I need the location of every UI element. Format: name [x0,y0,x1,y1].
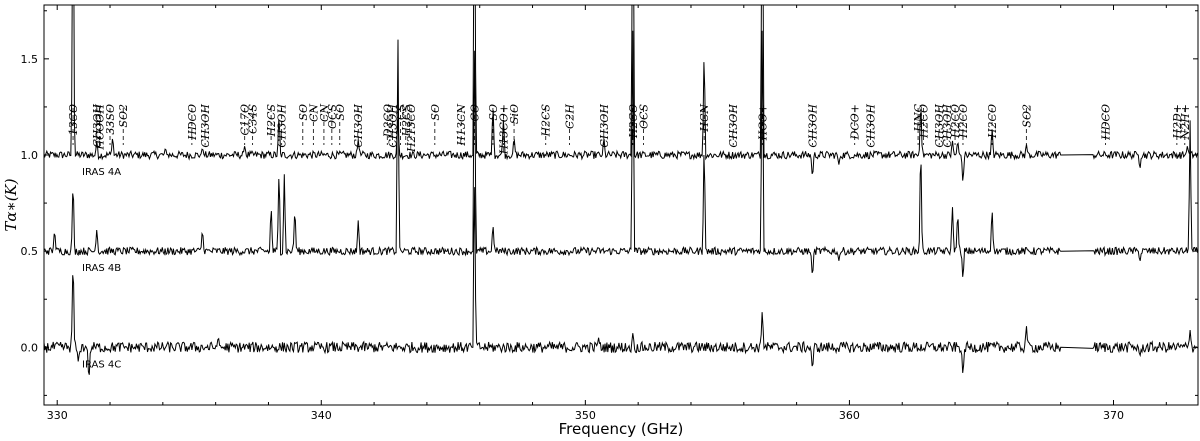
species-label: HNC [912,103,925,132]
species-label: H2D+ [1171,104,1184,140]
species-label: SO2 [1020,104,1033,128]
species-label: SO [297,104,310,121]
y-tick-label: 1.5 [21,53,39,66]
species-label: C17O [239,104,252,135]
species-label: H2CS [400,104,413,138]
species-label: H2CO [957,104,970,139]
plot-area [43,4,1199,406]
species-label: HCN [698,104,711,133]
species-label: H2CS [540,104,553,138]
species-label: CN [318,104,331,122]
species-label: HCO+ [756,104,769,141]
x-tick-label: 370 [1103,409,1124,422]
species-label: H2CO [627,104,640,139]
species-label: CH3OH [865,104,878,148]
species-label: SO [487,104,500,121]
y-axis-ticks: 0.0 0.5 1.0 1.5 [21,10,1198,396]
species-label: H13CO+ [498,104,511,155]
species-label: CN [307,104,320,122]
species-label: CS [395,104,408,120]
source-labels: IRAS 4A IRAS 4B IRAS 4C [82,167,121,370]
x-tick-label: 330 [47,409,68,422]
species-label: CH3OH [598,104,611,148]
species-label: N2H+ [1179,104,1192,140]
species-label: CH3OH [933,104,946,148]
species-label: H213CO [405,104,418,153]
y-axis-title: Tα∗(K) [2,178,20,231]
species-label: C2H [564,104,577,129]
species-label: SO [429,104,442,121]
species-label: CH3OH [199,104,212,148]
species-label: H2CS [265,104,278,138]
species-label: 33SO [104,104,117,135]
plot-frame [43,4,1199,406]
species-label: CH3OH [807,104,820,148]
species-label: SiO [508,104,521,124]
species-label: DCO+ [849,104,862,140]
x-tick-label: 350 [575,409,596,422]
species-label: CH3OH [276,104,289,148]
species-label: CH3OH [387,104,400,148]
x-tick-label: 340 [311,409,332,422]
species-label: HDCO [186,104,199,141]
species-label: H2CO [917,104,930,139]
x-tick-label: 360 [839,409,860,422]
species-label: HDCO [1100,104,1113,141]
y-tick-label: 0.5 [21,245,39,258]
species-label: C34S [247,104,260,134]
species-label: OCS [637,104,650,129]
species-label: 13CO [67,104,80,135]
spectrum-line-iras-4b [44,30,1198,277]
species-label: HCOOH [94,104,107,151]
species-label: SO [334,104,347,121]
spectrum-line-iras-4a [44,5,1198,181]
spectrum-line-iras-4c [44,187,1198,375]
species-label: CH3OH [352,104,365,148]
y-tick-label: 1.0 [21,149,39,162]
species-label: H13CN [455,104,468,147]
source-label: IRAS 4A [82,167,121,178]
spectra-lines [44,5,1198,375]
species-label: H2CO [949,104,962,139]
species-label: CH3OH [727,104,740,148]
species-label: SO2 [117,104,130,128]
x-axis-ticks: 330 340 350 360 370 [47,5,1167,422]
source-label: IRAS 4C [82,359,121,370]
species-label: CH3OH [91,104,104,148]
species-label: D2CO [381,104,394,138]
species-label: OCS [326,104,339,129]
y-tick-label: 0.0 [21,341,39,354]
x-axis-title: Frequency (GHz) [559,420,684,438]
species-label: CH3OH [941,104,954,148]
species-label: H2CO [986,104,999,139]
species-label: CO [468,104,481,121]
source-label: IRAS 4B [82,263,121,274]
